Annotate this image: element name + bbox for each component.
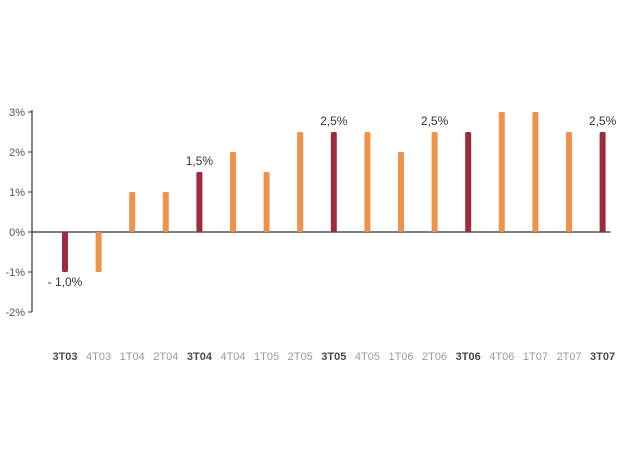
data-label: 2,5% bbox=[589, 114, 617, 128]
data-label: - 1,0% bbox=[48, 275, 83, 289]
bar-4t05 bbox=[364, 132, 371, 232]
y-axis: 3% 2% 1% 0% -1% -2% bbox=[5, 107, 611, 319]
bar-4t04 bbox=[230, 152, 236, 232]
data-label: 2,5% bbox=[320, 114, 348, 128]
bar-3t04 bbox=[196, 172, 203, 232]
y-tick-label: -2% bbox=[5, 307, 25, 319]
x-tick-label: 1T06 bbox=[388, 351, 413, 363]
x-tick-label: 1T07 bbox=[523, 351, 548, 363]
bar-1t04 bbox=[129, 192, 136, 232]
x-tick-label: 3T05 bbox=[321, 351, 346, 363]
bar-4t03 bbox=[95, 232, 102, 272]
x-tick-label: 2T05 bbox=[288, 351, 313, 363]
x-tick-label: 2T07 bbox=[556, 351, 581, 363]
bar-2t06 bbox=[431, 132, 438, 232]
x-tick-label: 1T04 bbox=[120, 351, 145, 363]
bar-1t07 bbox=[532, 112, 539, 232]
y-tick-label: -1% bbox=[5, 267, 25, 279]
bar-1t05 bbox=[263, 172, 270, 232]
bar-4t06 bbox=[498, 112, 505, 232]
bar-2t05 bbox=[297, 132, 304, 232]
x-tick-label: 2T04 bbox=[153, 351, 178, 363]
x-tick-label: 1T05 bbox=[254, 351, 279, 363]
y-tick-label: 0% bbox=[9, 227, 25, 239]
bar-2t07 bbox=[566, 132, 572, 232]
x-tick-label: 3T04 bbox=[187, 351, 213, 363]
x-tick-label: 2T06 bbox=[422, 351, 447, 363]
x-tick-label: 4T04 bbox=[220, 351, 245, 363]
bar-3t03 bbox=[62, 232, 68, 272]
data-label: 2,5% bbox=[421, 114, 449, 128]
data-labels: - 1,0% 1,5% 2,5% 2,5% 2,5% bbox=[48, 114, 617, 289]
y-tick-label: 2% bbox=[9, 147, 25, 159]
x-tick-label: 4T03 bbox=[86, 351, 111, 363]
x-axis-labels: 3T03 4T03 1T04 2T04 3T04 4T04 1T05 2T05 3T05 4T05… bbox=[52, 351, 615, 363]
data-label: 1,5% bbox=[186, 154, 214, 168]
x-tick-label: 3T06 bbox=[456, 351, 481, 363]
bar-3t06 bbox=[465, 132, 472, 232]
bar-3t07 bbox=[599, 132, 606, 232]
x-tick-label: 4T06 bbox=[489, 351, 514, 363]
x-tick-label: 4T05 bbox=[355, 351, 380, 363]
y-tick-label: 1% bbox=[9, 187, 25, 199]
x-tick-label: 3T03 bbox=[52, 351, 77, 363]
bar-2t04 bbox=[162, 192, 169, 232]
bars bbox=[62, 112, 606, 272]
bar-3t05 bbox=[330, 132, 337, 232]
y-tick-label: 3% bbox=[9, 107, 25, 119]
x-tick-label: 3T07 bbox=[590, 351, 615, 363]
bar-1t06 bbox=[398, 152, 404, 232]
